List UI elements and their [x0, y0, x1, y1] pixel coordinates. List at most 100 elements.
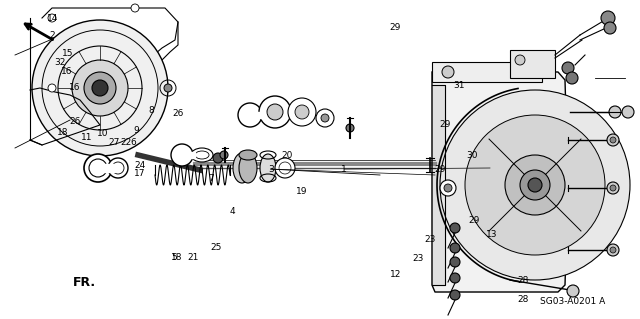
Circle shape — [259, 96, 291, 128]
Circle shape — [84, 154, 112, 182]
Text: 19: 19 — [296, 187, 308, 196]
Circle shape — [238, 103, 262, 127]
Circle shape — [72, 60, 128, 116]
Circle shape — [84, 72, 116, 104]
Circle shape — [442, 66, 454, 78]
Circle shape — [440, 180, 456, 196]
Text: SG03-A0201 A: SG03-A0201 A — [540, 298, 605, 307]
Text: 2: 2 — [50, 31, 55, 40]
Circle shape — [279, 162, 291, 174]
Circle shape — [444, 184, 452, 192]
Text: 32: 32 — [54, 58, 66, 67]
Circle shape — [316, 109, 334, 127]
Circle shape — [112, 162, 124, 174]
Bar — [510, 50, 555, 78]
Circle shape — [89, 159, 107, 177]
Circle shape — [321, 114, 329, 122]
Text: 31: 31 — [454, 81, 465, 90]
Bar — [432, 62, 542, 82]
Text: 18: 18 — [171, 253, 182, 262]
Ellipse shape — [239, 150, 257, 160]
Text: 23: 23 — [412, 254, 424, 263]
Circle shape — [607, 244, 619, 256]
Text: 24: 24 — [134, 161, 145, 170]
Circle shape — [450, 243, 460, 253]
Text: 18: 18 — [57, 128, 68, 137]
Text: 5: 5 — [172, 253, 177, 262]
Ellipse shape — [195, 151, 209, 159]
Ellipse shape — [260, 154, 276, 182]
Ellipse shape — [239, 153, 257, 183]
Text: 7: 7 — [209, 174, 214, 182]
Circle shape — [515, 55, 525, 65]
Text: 15: 15 — [62, 49, 74, 58]
Bar — [253, 112, 265, 118]
Text: 20: 20 — [281, 151, 292, 160]
Text: 9: 9 — [134, 126, 139, 135]
Text: 23: 23 — [424, 235, 436, 244]
Text: 16: 16 — [68, 83, 80, 92]
Circle shape — [295, 105, 309, 119]
Circle shape — [440, 90, 630, 280]
Text: 21: 21 — [188, 253, 199, 262]
Bar — [97, 164, 115, 172]
Text: 13: 13 — [486, 230, 497, 239]
Circle shape — [275, 158, 295, 178]
Text: 11: 11 — [81, 133, 92, 142]
Circle shape — [520, 170, 550, 200]
Text: 29: 29 — [435, 165, 446, 174]
Circle shape — [108, 158, 128, 178]
Text: 1: 1 — [342, 165, 347, 174]
Text: 29: 29 — [468, 216, 479, 225]
Bar — [185, 152, 195, 158]
Circle shape — [131, 4, 139, 12]
Text: 30: 30 — [467, 151, 478, 160]
Circle shape — [171, 144, 193, 166]
Circle shape — [505, 155, 565, 215]
Circle shape — [610, 185, 616, 191]
Circle shape — [562, 62, 574, 74]
Circle shape — [566, 72, 578, 84]
Circle shape — [607, 134, 619, 146]
Circle shape — [604, 22, 616, 34]
Text: 28: 28 — [518, 276, 529, 285]
Circle shape — [450, 257, 460, 267]
Circle shape — [32, 20, 168, 156]
Polygon shape — [432, 72, 568, 292]
Circle shape — [609, 106, 621, 118]
Text: 26: 26 — [70, 117, 81, 126]
Text: 14: 14 — [47, 14, 58, 23]
Text: 26: 26 — [172, 109, 184, 118]
Text: 3: 3 — [268, 165, 273, 174]
Circle shape — [48, 14, 56, 22]
Circle shape — [524, 66, 536, 78]
Text: 22: 22 — [120, 138, 132, 147]
Circle shape — [450, 273, 460, 283]
Text: 16: 16 — [61, 67, 73, 76]
Circle shape — [267, 104, 283, 120]
Circle shape — [610, 137, 616, 143]
Circle shape — [607, 182, 619, 194]
Circle shape — [48, 84, 56, 92]
Text: FR.: FR. — [73, 276, 96, 288]
Text: 4: 4 — [230, 207, 235, 216]
Circle shape — [450, 290, 460, 300]
Circle shape — [622, 106, 634, 118]
Text: 29: 29 — [439, 120, 451, 129]
Circle shape — [220, 151, 228, 159]
Circle shape — [92, 80, 108, 96]
Ellipse shape — [233, 153, 251, 183]
Circle shape — [528, 178, 542, 192]
Polygon shape — [432, 85, 445, 285]
Text: 27: 27 — [108, 138, 120, 147]
Text: 28: 28 — [518, 295, 529, 304]
Text: 17: 17 — [134, 169, 145, 178]
Circle shape — [450, 223, 460, 233]
Circle shape — [601, 11, 615, 25]
Text: 29: 29 — [390, 23, 401, 32]
Circle shape — [610, 247, 616, 253]
Circle shape — [213, 153, 223, 163]
Ellipse shape — [191, 148, 213, 162]
Text: 12: 12 — [390, 270, 401, 279]
Text: 25: 25 — [211, 243, 222, 252]
